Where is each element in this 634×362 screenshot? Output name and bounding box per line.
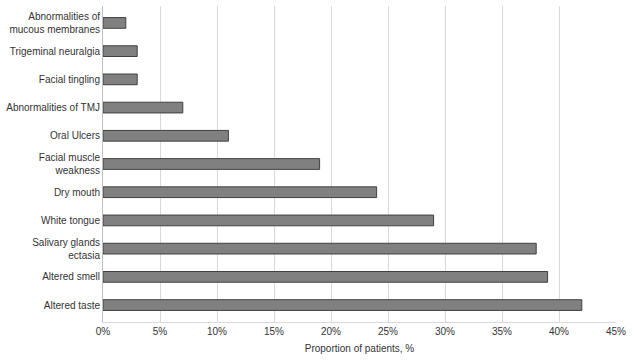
svg-text:Altered taste: Altered taste <box>44 300 101 311</box>
svg-text:35%: 35% <box>492 326 512 337</box>
svg-text:45%: 45% <box>606 326 626 337</box>
svg-text:Salivary glandsectasia: Salivary glandsectasia <box>32 237 100 261</box>
svg-text:0%: 0% <box>96 326 111 337</box>
svg-text:10%: 10% <box>207 326 227 337</box>
svg-text:Abnormalities ofmucous membran: Abnormalities ofmucous membranes <box>9 11 100 35</box>
svg-text:25%: 25% <box>378 326 398 337</box>
svg-text:15%: 15% <box>264 326 284 337</box>
svg-text:Altered smell: Altered smell <box>42 271 100 282</box>
svg-text:5%: 5% <box>153 326 168 337</box>
svg-text:White tongue: White tongue <box>41 215 100 226</box>
svg-text:Facial tingling: Facial tingling <box>39 74 100 85</box>
svg-text:Proportion of patients, %: Proportion of patients, % <box>305 343 415 354</box>
svg-text:20%: 20% <box>321 326 341 337</box>
svg-text:Oral Ulcers: Oral Ulcers <box>50 130 100 141</box>
svg-text:Abnormalities of TMJ: Abnormalities of TMJ <box>6 102 100 113</box>
svg-text:30%: 30% <box>435 326 455 337</box>
svg-text:Dry mouth: Dry mouth <box>54 187 100 198</box>
svg-text:Facial muscleweakness: Facial muscleweakness <box>39 152 101 176</box>
svg-text:40%: 40% <box>549 326 569 337</box>
svg-text:Trigeminal neuralgia: Trigeminal neuralgia <box>10 46 101 57</box>
